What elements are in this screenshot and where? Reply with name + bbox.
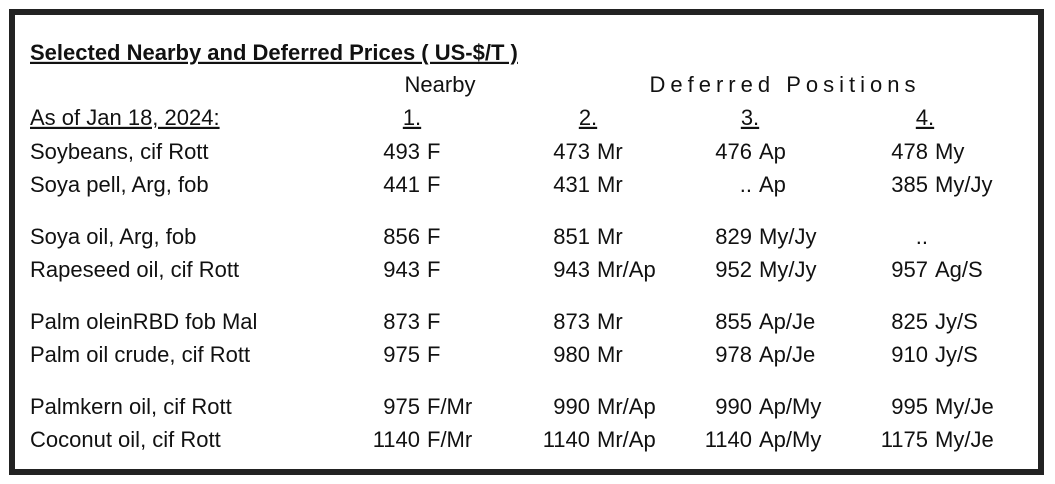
period: F [427,342,440,367]
period: My/Jy [759,224,816,249]
period: F/Mr [427,394,472,419]
period: Jy/S [935,342,978,367]
price: 873 [383,309,420,334]
period: My/Je [935,394,994,419]
price: 952 [715,257,752,282]
period: Ap/Je [759,309,815,334]
period: Jy/S [935,309,978,334]
price: 829 [715,224,752,249]
row-name: Soya pell, Arg, fob [30,172,209,197]
price: 493 [383,139,420,164]
price: 856 [383,224,420,249]
price: 943 [553,257,590,282]
price: 975 [383,342,420,367]
row-name: Soybeans, cif Rott [30,139,209,164]
period: My/Je [935,427,994,452]
price: 990 [715,394,752,419]
price: 385 [891,172,928,197]
period: Ap/Je [759,342,815,367]
deferred-header: Deferred Positions [650,72,921,97]
position-label: 4. [916,105,934,130]
price: 995 [891,394,928,419]
price: 473 [553,139,590,164]
period: Ap/My [759,427,821,452]
row-name: Palm oil crude, cif Rott [30,342,250,367]
frame [9,9,1044,475]
price: 855 [715,309,752,334]
price: 980 [553,342,590,367]
price: 431 [553,172,590,197]
price: 851 [553,224,590,249]
price: 975 [383,394,420,419]
price: 1140 [373,427,420,452]
period: F [427,309,440,334]
period: F [427,257,440,282]
price: 476 [715,139,752,164]
price: 978 [715,342,752,367]
price: 910 [891,342,928,367]
period: Ap [759,139,786,164]
period: Mr [597,342,623,367]
period: My [935,139,964,164]
as-of: As of Jan 18, 2024: [30,105,220,130]
period: Mr [597,309,623,334]
price: 478 [891,139,928,164]
row-name: Palmkern oil, cif Rott [30,394,232,419]
price: 990 [553,394,590,419]
price: 957 [891,257,928,282]
period: F/Mr [427,427,472,452]
position-label: 1. [403,105,421,130]
period: Mr [597,139,623,164]
period: Mr/Ap [597,257,656,282]
row-name: Soya oil, Arg, fob [30,224,196,249]
price: .. [916,224,928,249]
price: 825 [891,309,928,334]
row-name: Palm oleinRBD fob Mal [30,309,257,334]
period: Ap/My [759,394,821,419]
position-label: 3. [741,105,759,130]
period: Mr [597,172,623,197]
price: 441 [383,172,420,197]
position-label: 2. [579,105,597,130]
row-name: Rapeseed oil, cif Rott [30,257,239,282]
period: Ag/S [935,257,983,282]
period: F [427,224,440,249]
period: Mr [597,224,623,249]
row-name: Coconut oil, cif Rott [30,427,221,452]
price: 873 [553,309,590,334]
price: 1140 [543,427,590,452]
title: Selected Nearby and Deferred Prices ( US… [30,40,518,65]
nearby-header: Nearby [405,72,476,97]
price: 1140 [705,427,752,452]
price: 943 [383,257,420,282]
period: My/Jy [935,172,992,197]
period: F [427,139,440,164]
price: .. [740,172,752,197]
period: Mr/Ap [597,427,656,452]
price: 1175 [881,427,928,452]
period: Mr/Ap [597,394,656,419]
period: F [427,172,440,197]
period: My/Jy [759,257,816,282]
period: Ap [759,172,786,197]
